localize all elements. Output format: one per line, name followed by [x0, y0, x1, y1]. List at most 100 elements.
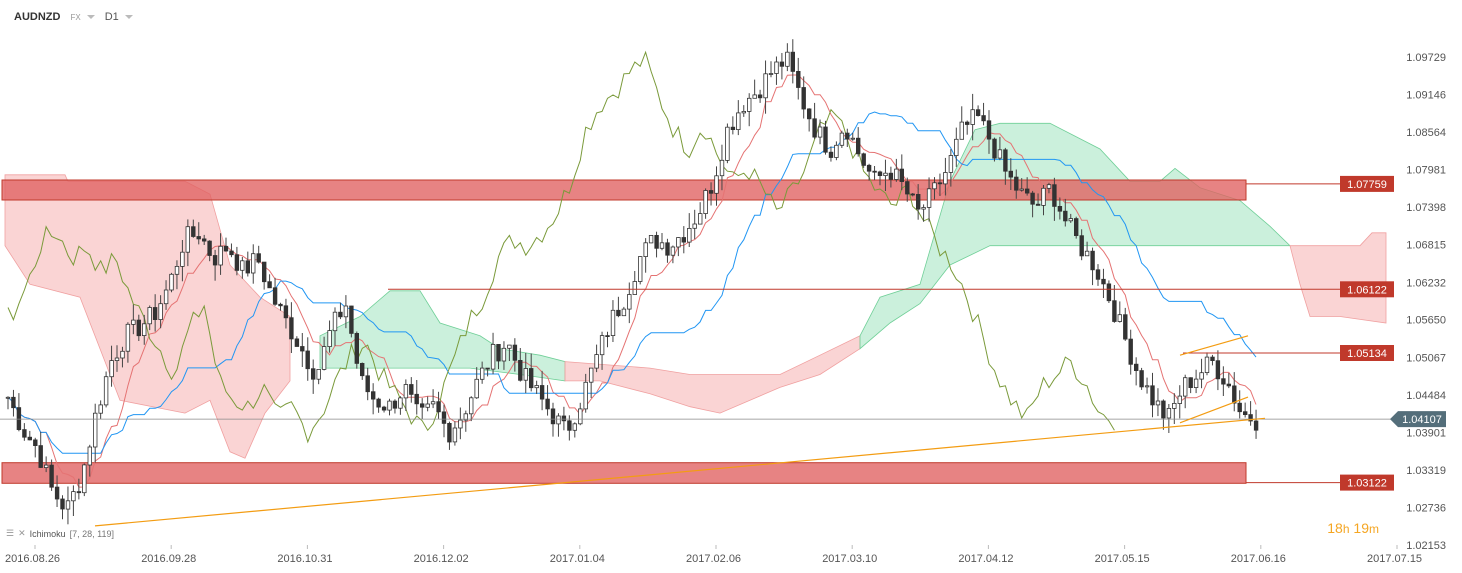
- candle-body: [698, 213, 703, 225]
- candle-body: [801, 87, 806, 110]
- ichimoku-cloud: [4, 122, 1387, 459]
- candle-body: [1248, 414, 1253, 422]
- candle-body: [300, 346, 305, 352]
- candle-body: [1041, 187, 1046, 206]
- candlesticks: [5, 39, 1259, 525]
- candle-body: [556, 415, 561, 425]
- candle-body: [796, 71, 801, 88]
- candle-body: [82, 464, 87, 494]
- candle-body: [757, 94, 763, 99]
- candle-body: [823, 126, 828, 153]
- candle-body: [33, 439, 38, 446]
- candle-body: [523, 368, 528, 381]
- level-tag[interactable]: [1340, 345, 1394, 361]
- candle-body: [261, 261, 267, 283]
- candle-body: [501, 347, 507, 362]
- candle-body: [447, 422, 452, 443]
- candle-body: [174, 265, 180, 275]
- channel-lower-line[interactable]: [1179, 396, 1249, 424]
- candle-body: [997, 149, 1003, 159]
- candle-body: [343, 305, 349, 318]
- x-tick-label: 2017.06.16: [1231, 553, 1286, 565]
- candle-body: [883, 172, 888, 176]
- channel-upper-line[interactable]: [1179, 335, 1249, 356]
- candle-body: [180, 251, 185, 267]
- level-tag-label: 1.03122: [1347, 478, 1387, 490]
- candle-body: [834, 144, 839, 158]
- level-tag[interactable]: [1340, 474, 1394, 491]
- candle-body: [1019, 188, 1024, 191]
- candle-body: [212, 255, 218, 266]
- candle-body: [114, 357, 120, 361]
- candle-body: [992, 138, 997, 159]
- close-icon[interactable]: ✕: [18, 528, 26, 538]
- symbol-label[interactable]: AUDNZD: [14, 11, 61, 23]
- candle-body: [338, 311, 343, 318]
- candle-body: [349, 305, 354, 334]
- level-tag[interactable]: [1340, 281, 1394, 298]
- price-axis[interactable]: 1.09729 1.09146 1.08564 1.07981 1.07398 1.068…: [1406, 52, 1446, 552]
- level-tag-label: 1.07759: [1347, 179, 1387, 191]
- candle-body: [1074, 218, 1079, 237]
- candle-body: [414, 393, 419, 405]
- candle-body: [49, 464, 54, 488]
- candle-body: [490, 343, 496, 370]
- eye-icon[interactable]: ☰: [6, 528, 15, 538]
- candle-body: [916, 193, 921, 210]
- candle-body: [856, 137, 861, 155]
- candle-body: [599, 335, 605, 356]
- x-tick-label: 2017.01.04: [550, 553, 605, 565]
- level-tag[interactable]: [1340, 175, 1394, 192]
- candle-body: [120, 350, 125, 359]
- candle-body: [507, 344, 512, 349]
- candle-body: [539, 385, 545, 400]
- candle-body: [605, 335, 610, 338]
- y-tick-label: 1.07981: [1406, 165, 1446, 177]
- candle-body: [839, 132, 845, 146]
- candle-body: [327, 330, 332, 348]
- chevron-down-icon[interactable]: [86, 15, 95, 19]
- candle-body: [229, 250, 234, 256]
- indicator-legend: ☰ ✕ Ichimoku [7, 28, 119]: [6, 528, 115, 539]
- candle-body: [163, 289, 169, 305]
- current-price-tag[interactable]: [1390, 411, 1446, 428]
- time-axis[interactable]: 2016.08.26 2016.09.28 2016.10.31 2016.12.02…: [5, 545, 1422, 565]
- candle-body: [141, 323, 147, 336]
- candle-body: [1232, 385, 1237, 404]
- candle-body: [632, 281, 637, 295]
- candle-body: [1177, 395, 1182, 404]
- candle-body: [648, 234, 654, 244]
- y-tick-label: 1.04484: [1406, 390, 1446, 402]
- trend-line-support[interactable]: [94, 417, 1266, 527]
- trend-lines[interactable]: [94, 335, 1266, 527]
- timer-hours: 18: [1327, 520, 1343, 536]
- candle-body: [65, 500, 71, 510]
- timeframe-label[interactable]: D1: [104, 11, 119, 23]
- candle-body: [1057, 205, 1063, 212]
- candle-body: [1243, 411, 1248, 416]
- y-tick-label: 1.05650: [1406, 315, 1446, 327]
- candle-body: [436, 401, 441, 413]
- candle-body: [583, 381, 588, 410]
- y-tick-label: 1.03901: [1406, 427, 1446, 439]
- candle-body: [185, 226, 190, 253]
- candle-body: [147, 307, 152, 325]
- candle-body: [403, 384, 409, 399]
- candle-body: [589, 367, 594, 383]
- candle-body: [703, 190, 708, 215]
- x-tick-label: 2017.04.12: [958, 553, 1013, 565]
- candle-body: [479, 367, 485, 380]
- y-tick-label: 1.02736: [1406, 502, 1446, 514]
- candle-body: [38, 445, 43, 468]
- candle-body: [191, 226, 196, 237]
- candle-body: [1172, 402, 1177, 409]
- chevron-down-icon[interactable]: [124, 15, 133, 19]
- candle-body: [1237, 402, 1242, 413]
- candle-body: [932, 182, 937, 190]
- horizontal-levels[interactable]: 1.07759 1.06122 1.05134 1.03122 1.04107: [0, 175, 1446, 491]
- candle-body: [332, 311, 338, 332]
- candle-body: [937, 182, 943, 185]
- candle-body: [894, 168, 899, 180]
- candle-body: [621, 308, 627, 317]
